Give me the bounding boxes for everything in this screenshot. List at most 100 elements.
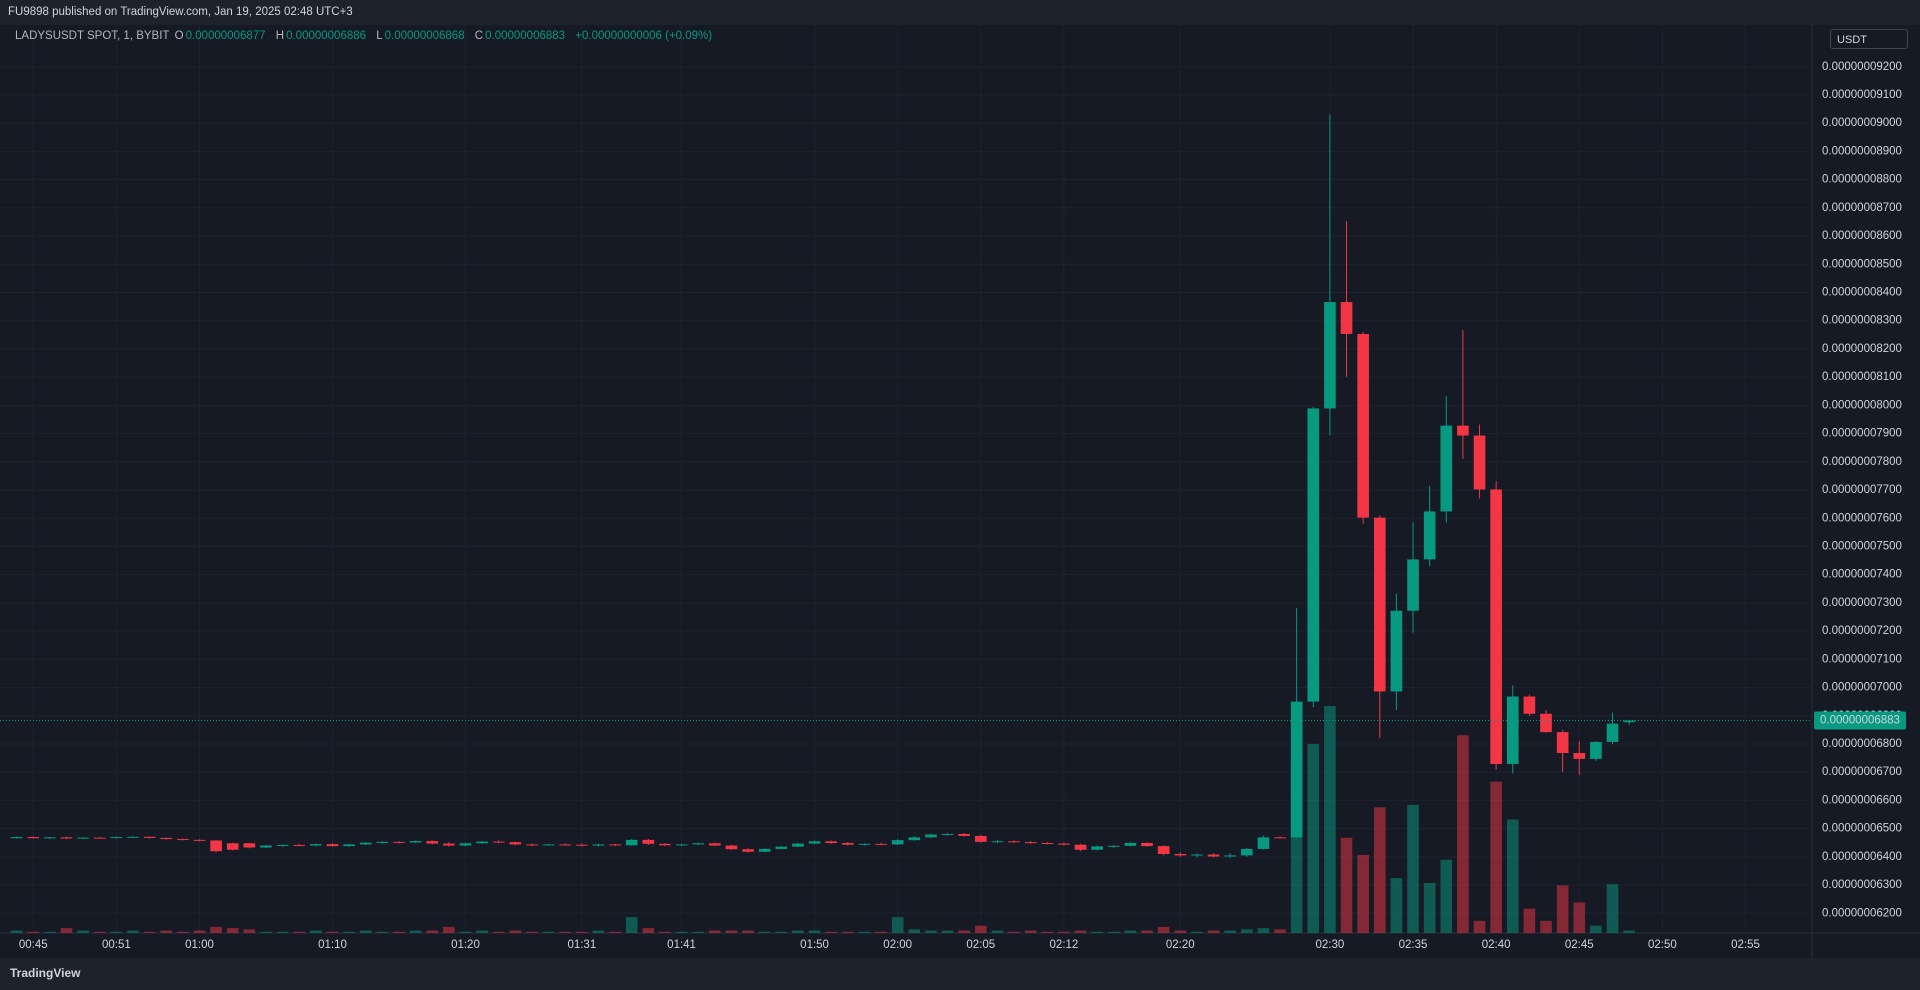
candle-body (1191, 854, 1203, 856)
candle-body (1590, 741, 1602, 759)
volume-bar (825, 931, 838, 933)
candle-body (1490, 489, 1502, 764)
candle-body (210, 840, 222, 852)
volume-bar (459, 931, 472, 933)
volume-bar (1107, 931, 1120, 933)
volume-bar (858, 931, 871, 933)
candle-body (1540, 713, 1552, 733)
volume-bar (1457, 735, 1469, 933)
volume-bar (625, 917, 638, 933)
volume-bar (226, 928, 239, 933)
volume-bar (1390, 878, 1403, 933)
volume-bar (10, 930, 23, 933)
candle-body (177, 839, 189, 841)
candle-body (559, 844, 572, 846)
volume-bar (376, 931, 389, 933)
top-bar (0, 0, 1920, 25)
volume-bar (509, 930, 522, 933)
volume-bar (1191, 931, 1203, 933)
y-tick-label: 0.00000007600 (1822, 512, 1902, 524)
candle-body (808, 841, 821, 844)
volume-bar (642, 928, 655, 933)
volume-bar (476, 930, 488, 933)
volume-bar (210, 926, 222, 933)
volume-bar (1307, 743, 1320, 933)
volume-bar (908, 929, 921, 933)
volume-bar (293, 931, 306, 933)
candle-body (426, 841, 439, 844)
volume-bar (1506, 819, 1519, 933)
volume-bar (675, 931, 688, 933)
volume-bar (1473, 920, 1486, 933)
volume-bar (276, 931, 289, 933)
volume-bar (592, 930, 605, 933)
candle-body (875, 843, 887, 845)
y-tick-label: 0.00000006300 (1822, 879, 1902, 891)
candle-body (1523, 696, 1536, 714)
candle-body (1041, 842, 1054, 844)
candle-body (1606, 723, 1619, 742)
legend-value: 0.00000006886 (286, 30, 367, 42)
candle-body (925, 834, 937, 838)
volume-bar (443, 926, 455, 933)
y-tick-label: 0.00000008600 (1822, 230, 1902, 242)
legend-value: 0.00000006868 (384, 30, 465, 42)
x-tick-label: 00:45 (19, 939, 48, 951)
legend: LADYSUSDT SPOT, 1, BYBIT O 0.00000006877 … (15, 30, 719, 42)
candle-body (359, 842, 372, 845)
x-tick-label: 01:00 (185, 939, 214, 951)
volume-bar (1490, 781, 1502, 933)
candle-body (60, 837, 73, 839)
y-tick-label: 0.00000006800 (1822, 738, 1902, 750)
volume-bar (310, 930, 322, 933)
candle-body (642, 839, 655, 844)
volume-bar (193, 930, 206, 933)
candle-body (1423, 511, 1436, 560)
volume-bar (1573, 902, 1586, 933)
volume-bar (659, 931, 671, 933)
last-price-box (1814, 711, 1906, 730)
volume-bar (1324, 706, 1336, 933)
volume-bar (260, 931, 272, 933)
candle-body (841, 842, 854, 845)
candle-body (675, 844, 688, 846)
y-tick-label: 0.00000008000 (1822, 399, 1902, 411)
x-tick-label: 02:20 (1166, 939, 1195, 951)
y-tick-label: 0.00000006700 (1822, 766, 1902, 778)
volume-bar (110, 931, 123, 933)
x-tick-label: 01:50 (800, 939, 829, 951)
currency-button[interactable]: USDT (1830, 29, 1908, 49)
candle-body (725, 845, 738, 850)
volume-bar (841, 931, 854, 933)
candle-body (1623, 720, 1635, 723)
candle-body (1257, 837, 1270, 849)
x-tick-label: 02:45 (1565, 939, 1594, 951)
brand-logo[interactable]: TradingView (10, 966, 81, 980)
x-tick-label: 02:55 (1731, 939, 1760, 951)
volume-bar (609, 931, 621, 933)
candle-body (526, 844, 538, 846)
volume-bar (1407, 804, 1419, 933)
candle-body (1224, 855, 1236, 857)
volume-bar (1157, 926, 1170, 933)
y-tick-label: 0.00000006600 (1822, 794, 1902, 806)
volume-bar (27, 931, 40, 933)
candle-body (1357, 333, 1369, 518)
volume-bar (44, 931, 56, 933)
candle-body (1107, 845, 1120, 847)
candle-body (1390, 610, 1403, 692)
volume-bar (891, 917, 904, 933)
candle-body (1058, 843, 1070, 845)
volume-bar (1257, 928, 1270, 933)
candle-body (193, 839, 206, 841)
y-tick-label: 0.00000007700 (1822, 484, 1902, 496)
candle-body (44, 837, 56, 839)
volume-bar (1141, 930, 1153, 933)
volume-bar (576, 931, 588, 933)
volume-bar (742, 930, 754, 933)
volume-bar (343, 931, 355, 933)
x-tick-label: 01:20 (451, 939, 480, 951)
x-tick-label: 02:30 (1316, 939, 1345, 951)
volume-bar (1423, 882, 1436, 933)
